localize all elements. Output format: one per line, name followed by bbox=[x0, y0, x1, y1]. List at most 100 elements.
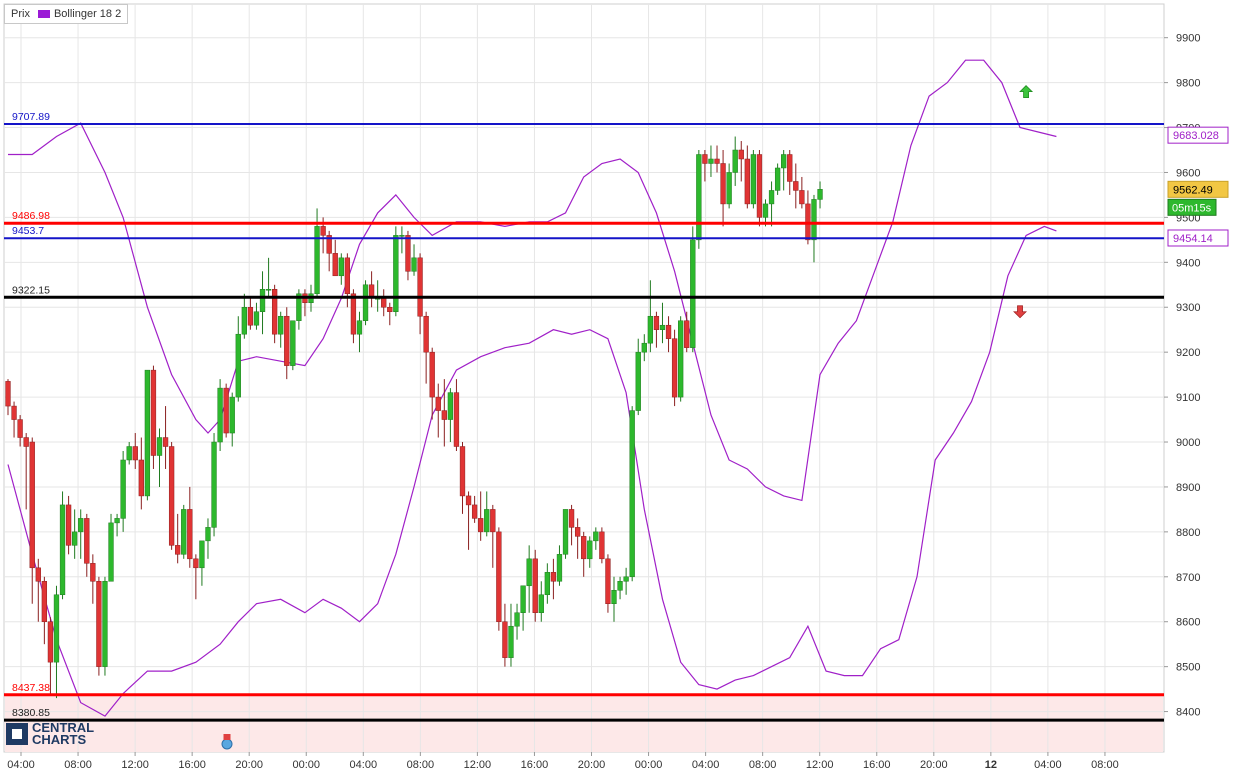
candle-up bbox=[356, 320, 363, 335]
candle-up bbox=[102, 581, 108, 667]
x-tick-label: 08:00 bbox=[1091, 759, 1119, 771]
level-label: 9707.89 bbox=[12, 111, 50, 123]
candle-down bbox=[459, 446, 466, 497]
candle-down bbox=[65, 504, 72, 546]
candle-down bbox=[350, 293, 357, 335]
x-tick-label: 12:00 bbox=[121, 759, 149, 771]
candle-down bbox=[23, 437, 29, 447]
x-tick-label: 20:00 bbox=[920, 759, 948, 771]
candle-up bbox=[205, 527, 211, 542]
candle-down bbox=[132, 446, 138, 461]
candle-down bbox=[11, 405, 17, 420]
candle-up bbox=[72, 531, 78, 546]
candle-down bbox=[271, 289, 278, 335]
candle-down bbox=[41, 581, 48, 622]
candle-up bbox=[235, 333, 241, 398]
candle-down bbox=[162, 437, 169, 447]
bollinger-swatch-icon bbox=[37, 10, 50, 19]
candle-down bbox=[90, 563, 96, 582]
candle-down bbox=[84, 518, 90, 564]
candle-up bbox=[696, 154, 702, 241]
legend-bollinger-label: Bollinger 18 2 bbox=[53, 8, 122, 20]
candle-up bbox=[259, 289, 266, 312]
candle-down bbox=[581, 536, 587, 560]
candle-up bbox=[562, 509, 569, 555]
candle-up bbox=[659, 324, 666, 330]
band-value-tag bbox=[1167, 229, 1229, 247]
x-tick-label: 04:00 bbox=[7, 759, 35, 771]
legend-price[interactable]: Prix bbox=[11, 8, 30, 20]
x-tick-label: 04:00 bbox=[692, 759, 720, 771]
legend-bollinger[interactable]: Bollinger 18 2 bbox=[37, 8, 122, 20]
candle-down bbox=[429, 351, 435, 398]
candle-up bbox=[811, 199, 817, 241]
x-tick-label: 04:00 bbox=[350, 759, 378, 771]
candle-down bbox=[405, 235, 411, 272]
candle-up bbox=[211, 441, 217, 528]
last-price-label: 9562.49 bbox=[1173, 184, 1213, 196]
x-tick-label: 04:00 bbox=[1034, 759, 1062, 771]
x-tick-label: 12 bbox=[985, 759, 997, 771]
logo-icon bbox=[6, 723, 28, 745]
candle-down bbox=[344, 257, 351, 295]
candle-down bbox=[465, 495, 472, 506]
candle-down bbox=[381, 298, 387, 308]
x-tick-label: 20:00 bbox=[578, 759, 606, 771]
candle-up bbox=[629, 410, 635, 578]
y-tick-label: 9000 bbox=[1176, 437, 1200, 449]
bollinger-lower bbox=[7, 225, 1057, 717]
candle-up bbox=[587, 540, 593, 560]
candle-down bbox=[387, 306, 393, 312]
candle-up bbox=[362, 284, 369, 321]
candle-up bbox=[241, 306, 247, 335]
candle-up bbox=[781, 154, 787, 169]
candle-up bbox=[762, 203, 769, 218]
y-tick-label: 8900 bbox=[1176, 482, 1200, 494]
x-tick-label: 08:00 bbox=[407, 759, 435, 771]
candle-down bbox=[799, 190, 805, 205]
candle-down bbox=[326, 235, 332, 254]
y-tick-label: 8400 bbox=[1176, 707, 1200, 719]
legend: Prix Bollinger 18 2 bbox=[4, 4, 129, 24]
candle-up bbox=[635, 351, 641, 411]
x-tick-label: 08:00 bbox=[749, 759, 777, 771]
x-tick-label: 16:00 bbox=[178, 759, 206, 771]
candle-up bbox=[514, 612, 520, 627]
candle-down bbox=[574, 527, 581, 537]
candle-up bbox=[556, 554, 563, 582]
band-value-label: 9454.14 bbox=[1173, 233, 1213, 245]
candle-up bbox=[53, 594, 60, 663]
candle-up bbox=[126, 446, 132, 461]
candle-down bbox=[435, 396, 441, 411]
candle-up bbox=[641, 342, 647, 353]
candle-down bbox=[599, 531, 605, 560]
event-flag-icon bbox=[223, 734, 231, 740]
candle-up bbox=[144, 369, 151, 497]
x-tick-label: 20:00 bbox=[235, 759, 263, 771]
candle-down bbox=[453, 392, 460, 447]
candle-up bbox=[732, 149, 738, 173]
candle-down bbox=[138, 459, 144, 497]
y-tick-label: 9800 bbox=[1176, 78, 1200, 90]
candle-up bbox=[544, 572, 550, 596]
candle-down bbox=[168, 446, 175, 546]
candle-up bbox=[508, 625, 514, 658]
y-tick-label: 9100 bbox=[1176, 392, 1200, 404]
countdown-label: 05m15s bbox=[1172, 202, 1212, 214]
candle-down bbox=[284, 315, 290, 366]
y-tick-label: 9300 bbox=[1176, 302, 1200, 314]
candle-up bbox=[181, 509, 187, 555]
y-tick-label: 9900 bbox=[1176, 33, 1200, 45]
candle-down bbox=[738, 149, 744, 160]
candle-up bbox=[750, 154, 757, 205]
last-price-tag bbox=[1167, 180, 1229, 198]
candle-down bbox=[332, 253, 338, 277]
y-tick-label: 8800 bbox=[1176, 527, 1200, 539]
candle-down bbox=[671, 338, 678, 398]
candle-up bbox=[690, 239, 696, 348]
y-tick-label: 8500 bbox=[1176, 662, 1200, 674]
support-zone bbox=[5, 694, 1163, 752]
candle-down bbox=[417, 257, 423, 317]
candle-down bbox=[714, 158, 720, 164]
